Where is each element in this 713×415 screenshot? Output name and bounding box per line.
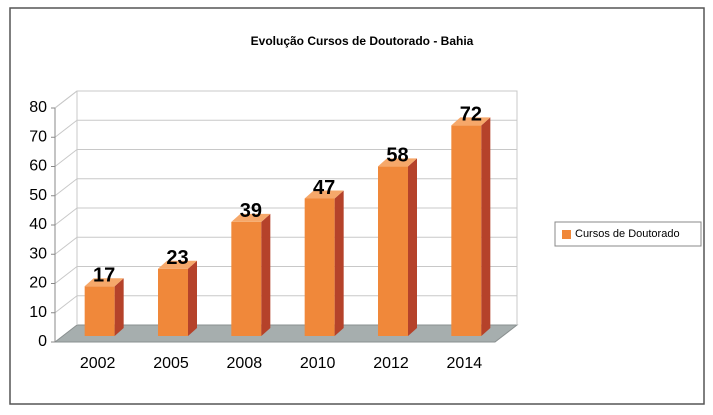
bar-top xyxy=(378,158,417,167)
bar-side xyxy=(261,213,271,336)
y-tick-label: 20 xyxy=(29,275,47,292)
bar-side xyxy=(481,117,491,337)
value-label: 72 xyxy=(460,104,482,126)
value-label: 58 xyxy=(386,145,408,167)
bar-side xyxy=(408,158,417,336)
y-tick-label: 50 xyxy=(29,187,47,204)
bar-front xyxy=(84,286,115,336)
y-tick-label: 40 xyxy=(29,216,47,233)
bar xyxy=(158,260,197,336)
grid-line-side xyxy=(54,149,78,167)
legend-label: Cursos de Doutorado xyxy=(575,228,680,240)
value-label: 17 xyxy=(93,265,115,287)
value-label: 39 xyxy=(240,200,262,222)
bar-top xyxy=(84,278,124,287)
bar-top xyxy=(451,117,491,126)
grid-line-side xyxy=(54,236,78,255)
bar xyxy=(451,117,491,337)
bar-front xyxy=(304,198,335,336)
legend-swatch xyxy=(562,230,571,239)
bar-side xyxy=(114,278,124,336)
y-tick-label: 70 xyxy=(29,128,47,145)
grid-line-side xyxy=(54,90,78,109)
value-label: 23 xyxy=(166,247,188,269)
x-tick-label: 2010 xyxy=(300,355,336,372)
x-tick-label: 2005 xyxy=(153,355,189,372)
bar-side xyxy=(188,260,197,336)
legend-box xyxy=(554,221,702,247)
chart-title: Evolução Cursos de Doutorado - Bahia xyxy=(251,34,474,48)
bar-top xyxy=(231,213,271,222)
x-tick-label: 2014 xyxy=(447,355,483,372)
bar-front xyxy=(158,268,188,336)
grid-line-side xyxy=(54,266,78,284)
bar xyxy=(304,190,344,336)
y-tick-label: 60 xyxy=(29,158,47,175)
grid-line-side xyxy=(54,178,78,197)
grid-line-side xyxy=(54,119,78,138)
floor xyxy=(53,324,519,343)
bar xyxy=(84,278,124,336)
bar xyxy=(378,158,417,336)
bar xyxy=(231,213,271,336)
y-tick-label: 10 xyxy=(29,304,47,321)
grid-line-side xyxy=(54,295,78,314)
x-tick-label: 2012 xyxy=(373,355,409,372)
bar-side xyxy=(334,190,344,336)
bar-front xyxy=(378,166,408,336)
y-tick-label: 0 xyxy=(38,333,47,350)
bar-top xyxy=(158,260,197,269)
y-tick-label: 30 xyxy=(29,245,47,262)
y-tick-label: 80 xyxy=(29,99,47,116)
bar-front xyxy=(231,221,262,336)
grid-line-side xyxy=(54,207,78,226)
x-tick-label: 2002 xyxy=(80,355,116,372)
bar-front xyxy=(451,125,482,337)
value-label: 47 xyxy=(313,177,335,199)
bar-top xyxy=(304,190,344,199)
chart-border xyxy=(9,7,705,405)
x-tick-label: 2008 xyxy=(227,355,263,372)
